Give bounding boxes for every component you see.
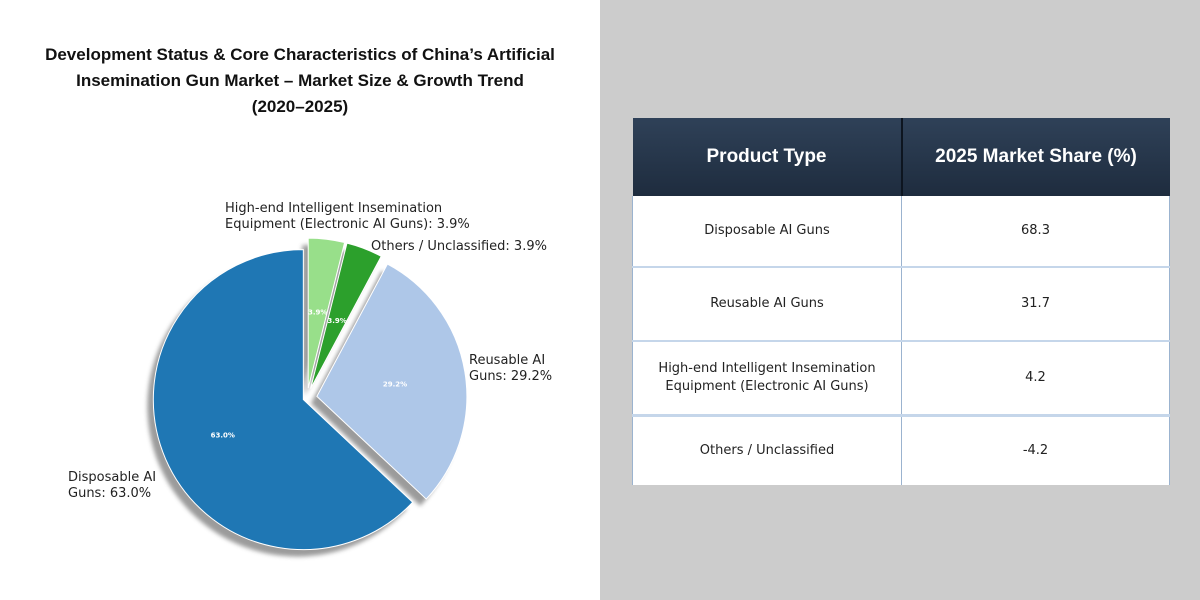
cell-product-type: Others / Unclassified bbox=[632, 414, 902, 485]
pie-slice bbox=[152, 249, 414, 551]
chart-title-line-3: (2020–2025) bbox=[251, 97, 349, 116]
chart-panel: Development Status & Core Characteristic… bbox=[0, 42, 600, 557]
chart-title-line-2: Insemination Gun Market – Market Size & … bbox=[76, 71, 524, 90]
pie-slice-label: Reusable AI bbox=[469, 353, 545, 368]
pie-slice-percent-label: 3.9% bbox=[308, 308, 327, 316]
pie-slice-label: Equipment (Electronic AI Guns): 3.9% bbox=[225, 217, 470, 232]
table-row: Disposable AI Guns 68.3 bbox=[632, 196, 1170, 267]
pie-slice-label: High-end Intelligent Insemination bbox=[225, 201, 442, 216]
pie-slice-percent-label: 3.9% bbox=[327, 317, 346, 325]
chart-title-line-1: Development Status & Core Characteristic… bbox=[45, 45, 555, 64]
pie-slice bbox=[310, 242, 382, 389]
cell-market-share: -4.2 bbox=[901, 414, 1170, 485]
pie-slice bbox=[316, 263, 468, 500]
cell-product-type: High-end Intelligent Insemination Equipm… bbox=[632, 340, 902, 416]
table-row: Reusable AI Guns 31.7 bbox=[632, 266, 1170, 341]
pie-slice-label: Guns: 29.2% bbox=[469, 369, 552, 384]
table-row: High-end Intelligent Insemination Equipm… bbox=[632, 340, 1170, 416]
header-product-type: Product Type bbox=[632, 118, 903, 196]
cell-market-share: 68.3 bbox=[901, 196, 1170, 267]
table-row: Others / Unclassified -4.2 bbox=[632, 414, 1170, 485]
pie-slice-label: Others / Unclassified: 3.9% bbox=[371, 239, 547, 254]
pie-slice-label: Disposable AI bbox=[68, 470, 156, 485]
pie-slice bbox=[307, 237, 346, 389]
market-share-table: Product Type 2025 Market Share (%) Dispo… bbox=[632, 118, 1170, 485]
cell-product-type: Reusable AI Guns bbox=[632, 266, 902, 341]
cell-market-share: 4.2 bbox=[901, 340, 1170, 416]
table-header-row: Product Type 2025 Market Share (%) bbox=[632, 118, 1170, 196]
chart-title: Development Status & Core Characteristic… bbox=[0, 42, 600, 120]
pie-slice-label: Guns: 63.0% bbox=[68, 486, 151, 501]
pie-slice-percent-label: 63.0% bbox=[211, 431, 235, 439]
cell-product-type: Disposable AI Guns bbox=[632, 196, 902, 267]
header-market-share: 2025 Market Share (%) bbox=[901, 118, 1170, 196]
cell-market-share: 31.7 bbox=[901, 266, 1170, 341]
pie-slice-percent-label: 29.2% bbox=[383, 380, 407, 388]
